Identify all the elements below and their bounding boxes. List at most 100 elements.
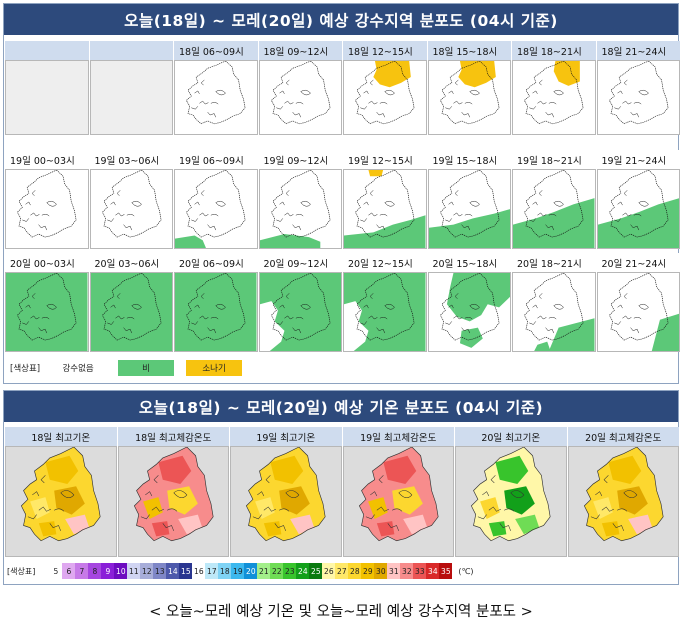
rain-map [258, 272, 342, 352]
rain-panel-label: 19일 00~03시 [5, 150, 89, 169]
temperature-zone [488, 521, 507, 537]
rain-panel-label: 19일 15~18시 [427, 150, 511, 169]
coastline [524, 170, 584, 238]
temp-legend-tick: 24 [296, 563, 310, 579]
rain-map [343, 169, 427, 249]
temp-panels: 18일 최고기온 18일 최고체감온도 19일 최고기온 19일 최고체감온도 20일 … [5, 427, 679, 557]
temp-legend-tick: 19 [231, 563, 245, 579]
temperature-zone [279, 486, 310, 515]
temperature-zone [166, 486, 198, 515]
rain-map [512, 60, 596, 135]
rain-area [175, 273, 257, 351]
coastline [608, 273, 668, 341]
temperature-panel-label: 19일 최고기온 [230, 427, 342, 446]
coastline [17, 170, 77, 238]
coastline [186, 61, 246, 125]
island-outlines [444, 190, 480, 231]
rain-panel-label: 20일 21~24시 [596, 253, 680, 272]
coastline [524, 273, 584, 341]
temperature-map [567, 446, 679, 557]
temp-legend-tick: 21 [257, 563, 271, 579]
temp-legend-tick: 11 [127, 563, 141, 579]
shower-area [368, 170, 384, 177]
island-outlines [275, 293, 311, 334]
island-outlines [360, 293, 395, 334]
temp-legend-tick: 26 [322, 563, 336, 579]
figure-caption: < 오늘~모레 예상 기온 및 오늘~모레 예상 강수지역 분포도 > [149, 604, 533, 620]
empty-panel [5, 60, 89, 135]
temperature-zone [255, 497, 275, 519]
rain-area [446, 273, 510, 322]
temp-legend-tick: 25 [309, 563, 323, 579]
rain-panel-label: 20일 03~06시 [89, 253, 173, 272]
rain-map [596, 272, 680, 352]
rain-panel-label: 18일 15~18시 [427, 41, 511, 60]
rain-panel-label: 20일 00~03시 [5, 253, 89, 272]
rain-panel: 19일 12~15시 [343, 150, 427, 249]
temp-legend-tick: 15 [179, 563, 193, 579]
rain-panel: 19일 03~06시 [89, 150, 173, 249]
empty-panel [89, 60, 173, 135]
temperature-zone [151, 521, 169, 537]
temperature-panel: 18일 최고기온 [5, 427, 117, 557]
rain-map [174, 169, 258, 249]
rain-area [6, 273, 88, 351]
temp-legend-label: [색상표] [7, 566, 36, 576]
rain-map [258, 60, 342, 135]
island-outlines [140, 475, 187, 532]
temperature-zone [480, 497, 500, 519]
temp-legend-tick: 7 [75, 563, 89, 579]
temp-legend-tick: 31 [387, 563, 401, 579]
temperature-panel-label: 18일 최고체감온도 [117, 427, 229, 446]
temp-legend-tick: 6 [62, 563, 76, 579]
rain-panel-label: 20일 09~12시 [258, 253, 342, 272]
island-outlines [106, 190, 142, 231]
coastline [439, 170, 499, 238]
temperature-map [230, 446, 342, 557]
rain-panel-label: 18일 18~21시 [512, 41, 596, 60]
coastline [133, 447, 214, 542]
rain-panel-label: 19일 21~24시 [596, 150, 680, 169]
rain-row: 20일 00~03시 20일 03~06시 20일 06~09시 20일 09~12시… [5, 253, 680, 352]
island-outlines [529, 293, 564, 334]
temperature-zone [45, 455, 79, 485]
rain-panel-label [5, 41, 89, 60]
rain-panel-label: 20일 18~21시 [512, 253, 596, 272]
temp-section-title: 오늘(18일) ~ 모레(20일) 예상 기온 분포도 (04시 기준) [4, 391, 678, 422]
rain-area [259, 233, 320, 248]
rain-panel: 19일 06~09시 [174, 150, 258, 249]
temp-legend-tick: 16 [192, 563, 206, 579]
temp-legend-tick: 9 [101, 563, 115, 579]
island-outlines [529, 190, 564, 231]
temperature-zone [382, 455, 416, 485]
rain-area [344, 215, 426, 248]
rain-panel: 20일 00~03시 [5, 253, 89, 352]
rain-map [174, 272, 258, 352]
coastline [608, 170, 668, 238]
rain-panel: 19일 15~18시 [427, 150, 511, 249]
temp-legend-tick: 10 [114, 563, 128, 579]
coastline [358, 447, 439, 542]
rain-panel-label: 19일 03~06시 [89, 150, 173, 169]
temperature-map [5, 446, 117, 557]
temperature-panel-label: 20일 최고체감온도 [567, 427, 679, 446]
rain-area [513, 198, 595, 248]
rain-panel-label: 18일 12~15시 [343, 41, 427, 60]
island-outlines [191, 79, 226, 118]
rain-distribution-section: 오늘(18일) ~ 모레(20일) 예상 강수지역 분포도 (04시 기준) 1… [3, 3, 680, 384]
temp-legend-tick: 35 [439, 563, 453, 579]
rain-panel: 20일 18~21시 [512, 253, 596, 352]
rain-panel: 20일 03~06시 [89, 253, 173, 352]
island-outlines [613, 190, 649, 231]
rain-panel: 18일 18~21시 [512, 41, 596, 135]
temperature-zone [391, 486, 423, 515]
temperature-zone [504, 486, 535, 515]
island-outlines [27, 475, 75, 532]
rain-panel-label: 19일 09~12시 [258, 150, 342, 169]
temp-legend-tick: 20 [244, 563, 258, 579]
dry-area [344, 301, 369, 351]
coastline [355, 61, 415, 125]
temperature-zone [601, 521, 619, 537]
temp-legend-tick: 27 [335, 563, 349, 579]
temp-legend-tick: 18 [218, 563, 232, 579]
